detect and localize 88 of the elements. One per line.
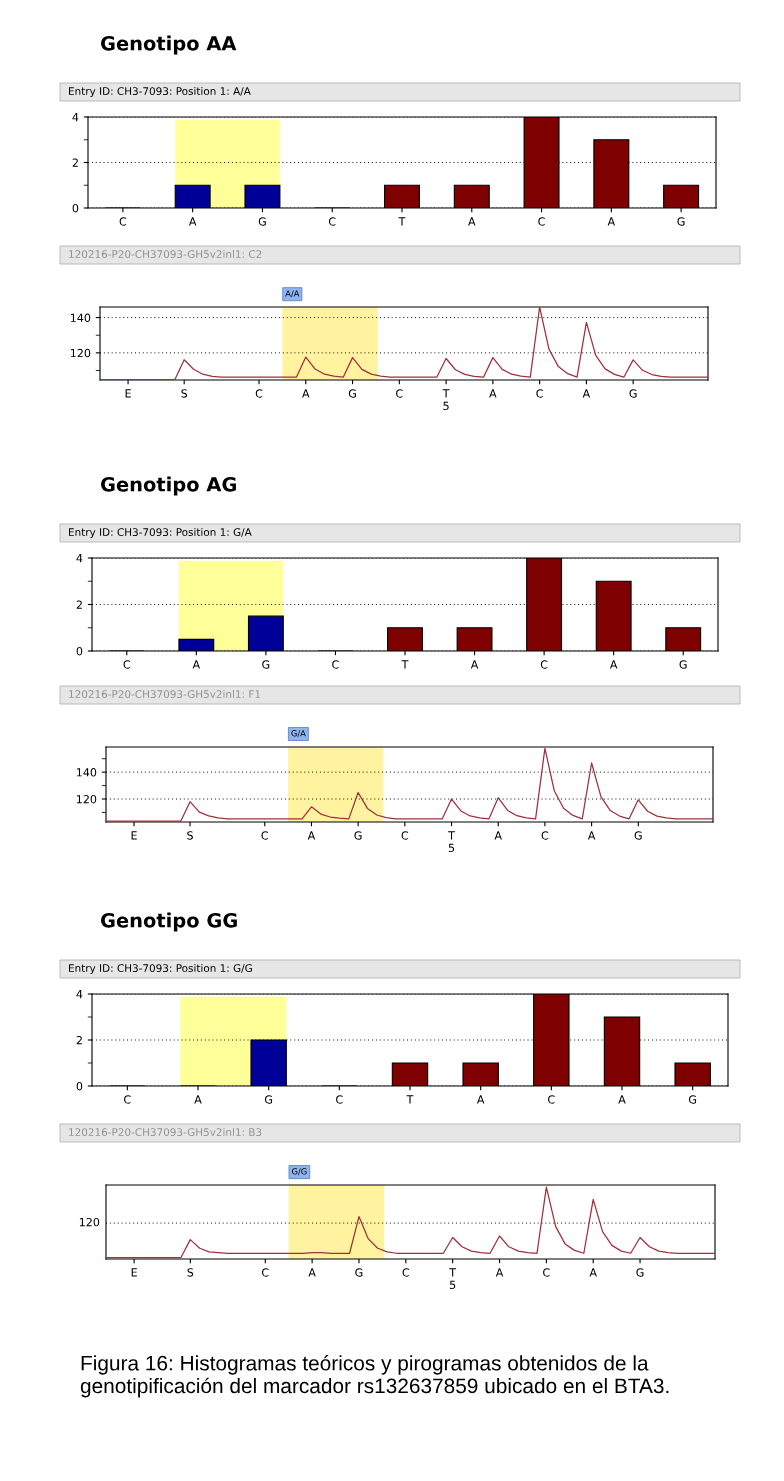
chart-title: Genotipo GG — [100, 912, 237, 932]
x-tick-label: A — [194, 1095, 202, 1104]
text: A/A — [285, 290, 300, 298]
x-tick-label: G — [354, 831, 362, 840]
chart-title: 120216-P20-CH37093-GH5v2inl1: B3 — [69, 1127, 262, 1137]
x-tick-label: C — [255, 389, 263, 398]
chart-title: 120216-P20-CH37093-GH5v2inl1: C2 — [69, 249, 262, 259]
x-tick-label: G — [688, 1095, 697, 1104]
x-tick-label: A — [470, 660, 479, 669]
x-tick-label: A — [308, 1268, 316, 1277]
x-tick-label: T — [406, 1095, 414, 1104]
x-tick-label: C — [402, 1268, 410, 1277]
x-tick-label: G — [679, 660, 687, 669]
y-tick-label: 0 — [72, 203, 79, 213]
x-tick-label: C — [540, 660, 548, 669]
x-tick-label: G — [355, 1268, 363, 1277]
x-tick-label: A — [582, 389, 591, 398]
x-tick-label: S — [187, 1268, 194, 1277]
x-tick-label: T — [401, 660, 409, 669]
x-tick-label: G — [634, 831, 642, 840]
x-tick-label: E — [125, 389, 131, 398]
x-tick-label: A — [607, 217, 616, 226]
chart-subtitle: Entry ID: CH3-7093: Position 1: G/G — [69, 963, 252, 975]
y-tick-label: 0 — [76, 1081, 83, 1091]
chart-title: Genotipo AG — [100, 476, 236, 496]
text: G/A — [291, 730, 306, 738]
y-tick-label: 4 — [76, 990, 83, 999]
x-tick-label: A — [188, 217, 197, 226]
y-tick-label: 2 — [76, 1035, 82, 1045]
x-tick-label: A — [302, 389, 310, 398]
x-tick-label: A — [489, 389, 497, 398]
x-tick-label: T 5 — [449, 1268, 457, 1290]
x-tick-label: S — [187, 831, 193, 840]
y-tick-label: 140 — [76, 768, 97, 777]
x-tick-label: A — [587, 831, 596, 840]
x-tick-label: A — [468, 217, 476, 226]
x-tick-label: C — [543, 1268, 550, 1277]
line-series — [106, 747, 713, 822]
x-tick-label: T — [398, 217, 406, 226]
x-tick-label: A — [495, 1268, 504, 1277]
x-tick-label: A — [494, 831, 502, 840]
x-tick-label: G — [262, 660, 270, 669]
x-tick-label: G — [677, 217, 685, 226]
x-tick-label: A — [589, 1268, 597, 1277]
x-tick-label: A — [192, 660, 201, 669]
y-tick-label: 120 — [70, 348, 91, 358]
x-tick-label: C — [124, 1095, 131, 1104]
text: G/G — [291, 1168, 307, 1176]
x-tick-label: T 5 — [448, 831, 455, 853]
line-series — [100, 307, 708, 380]
y-tick-label: 2 — [76, 600, 82, 609]
x-tick-label: A — [307, 831, 316, 840]
x-tick-label: G — [348, 389, 356, 398]
x-tick-label: C — [548, 1095, 555, 1104]
y-tick-label: 4 — [76, 554, 83, 563]
x-tick-label: C — [396, 389, 403, 398]
x-tick-label: C — [119, 217, 127, 226]
chart-subtitle: Entry ID: CH3-7093: Position 1: A/A — [69, 86, 251, 98]
x-tick-label: C — [332, 660, 339, 669]
y-tick-label: 120 — [76, 794, 97, 804]
x-tick-label: S — [181, 389, 188, 398]
chart-title: 120216-P20-CH37093-GH5v2inl1: F1 — [69, 689, 261, 699]
chart-subtitle: Entry ID: CH3-7093: Position 1: G/A — [69, 527, 252, 539]
x-tick-label: T 5 — [442, 389, 450, 411]
x-tick-label: C — [401, 831, 409, 840]
x-tick-label: C — [336, 1095, 343, 1104]
x-tick-label: A — [618, 1095, 626, 1104]
x-tick-label: G — [258, 217, 266, 226]
x-tick-label: C — [262, 1268, 269, 1277]
x-tick-label: A — [609, 660, 618, 669]
text: Figura 16: Histogramas teóricos y pirogramas obtenidos de la genotipificación del marcador rs132637859 ubicado en el BTA3. — [80, 1355, 669, 1398]
x-tick-label: G — [636, 1268, 644, 1277]
x-tick-label: C — [536, 389, 543, 398]
x-tick-label: E — [131, 831, 137, 840]
y-tick-label: 2 — [72, 158, 78, 167]
x-tick-label: C — [123, 660, 131, 669]
x-tick-label: G — [629, 389, 637, 398]
chart-title: Genotipo AA — [100, 35, 237, 55]
x-tick-label: E — [131, 1268, 137, 1277]
y-tick-label: 4 — [72, 113, 79, 122]
y-tick-label: 140 — [70, 313, 91, 322]
x-tick-label: G — [264, 1095, 273, 1104]
x-tick-label: A — [476, 1095, 485, 1104]
x-tick-label: C — [541, 831, 549, 840]
y-tick-label: 0 — [76, 646, 83, 656]
x-tick-label: C — [328, 217, 336, 226]
x-tick-label: C — [538, 217, 545, 226]
x-tick-label: C — [261, 831, 269, 840]
